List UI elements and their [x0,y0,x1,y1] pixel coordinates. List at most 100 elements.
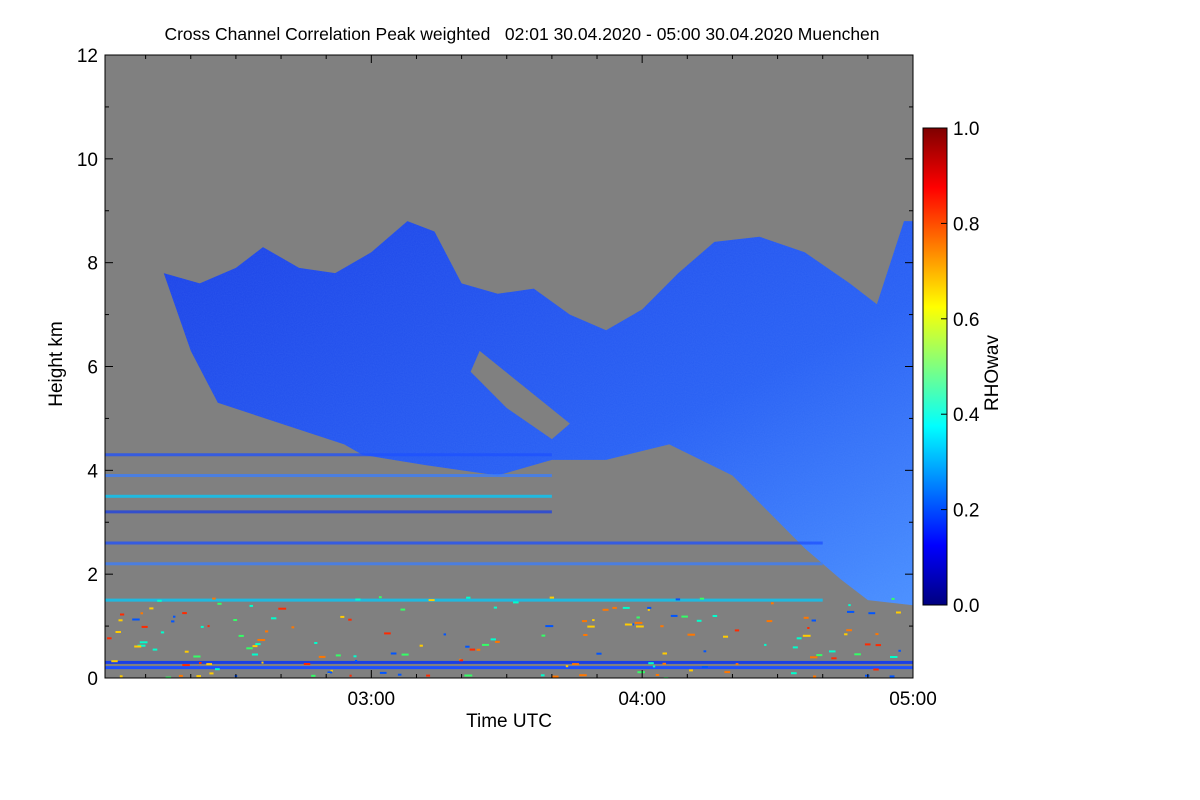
colorbar-label: RHOwav [982,334,1003,411]
speckle [482,643,490,646]
speckle [111,660,118,663]
speckle [494,640,500,643]
speckle [107,637,112,640]
speckle [157,599,162,602]
speckle [178,674,183,677]
speckle [238,634,244,637]
speckle [207,625,210,628]
aerosol-layer-line [105,562,823,566]
speckle [662,662,667,665]
speckle [493,606,497,609]
speckle [583,634,588,636]
speckle [596,652,602,655]
x-tick-label: 05:00 [889,689,937,710]
speckle [541,634,546,637]
speckle [209,672,214,675]
speckle [540,674,545,677]
aerosol-layer-line [105,494,552,498]
speckle [459,659,464,662]
y-tick-label: 4 [87,461,98,482]
speckle [889,675,895,678]
colorbar-tick-label: 0.2 [953,501,979,522]
speckle [696,619,702,622]
speckle [724,671,731,674]
y-tick-label: 8 [87,254,98,275]
speckle [200,625,204,628]
cloud-echo-region [163,221,913,606]
speckle [854,653,861,656]
speckle [349,674,352,677]
speckle [865,674,870,677]
speckle [271,617,277,620]
aerosol-layer-line [105,541,823,545]
speckle [149,607,154,610]
speckle [847,610,855,613]
speckle [582,620,588,623]
speckle [419,644,423,647]
speckle [261,661,264,664]
y-tick-label: 6 [87,358,98,379]
speckle [134,645,142,648]
speckle [311,674,316,677]
speckle [251,653,258,656]
speckle [848,604,851,607]
chart-title: Cross Channel Correlation Peak weighted … [164,24,879,44]
speckle [464,674,473,677]
speckle [120,613,125,616]
speckle [764,643,767,646]
speckle [465,645,470,648]
speckle [252,645,258,648]
speckle [196,675,202,678]
speckle [378,596,382,599]
speckle [816,654,823,657]
colorbar-tick-label: 0.6 [953,310,979,331]
speckle [348,618,352,621]
speckle [802,634,811,637]
noise-speckles [107,596,901,678]
speckle [379,671,387,674]
speckle [330,669,333,672]
speckle [139,641,148,644]
speckle [647,608,650,611]
speckle [612,606,617,609]
speckle [813,675,817,678]
aerosol-layer-line [105,660,913,664]
speckle [636,616,640,619]
speckle [160,631,165,634]
speckle [791,672,797,675]
x-tick-label: 03:00 [348,689,396,710]
speckle [476,648,481,651]
speckle [792,646,798,649]
speckle [353,655,357,658]
speckle [875,633,879,636]
speckle [624,623,633,626]
speckle [173,615,176,618]
x-axis: 03:00 04:00 05:00 [145,55,937,710]
speckle [184,650,189,653]
speckle [215,668,220,671]
speckle [115,631,121,633]
speckle [660,625,664,628]
speckle [193,655,201,658]
speckle [648,662,654,665]
speckle [803,616,809,619]
aerosol-layer-line [105,666,913,670]
speckle [810,656,818,659]
speckle [165,676,172,678]
speckle [249,604,254,607]
speckle [355,659,358,662]
colorbar-tick-label: 0.0 [953,596,979,617]
speckle [734,629,740,632]
speckle [723,635,729,638]
speckle [637,671,645,674]
speckle [384,632,391,635]
y-tick-label: 2 [87,565,98,586]
speckle [699,597,705,600]
clear-air-pocket [470,350,570,440]
speckle [428,599,435,602]
speckle [246,647,253,650]
speckle [579,674,587,677]
y-axis: 0 2 4 6 8 10 12 [77,46,913,690]
speckle [233,619,238,621]
speckle [572,663,580,666]
